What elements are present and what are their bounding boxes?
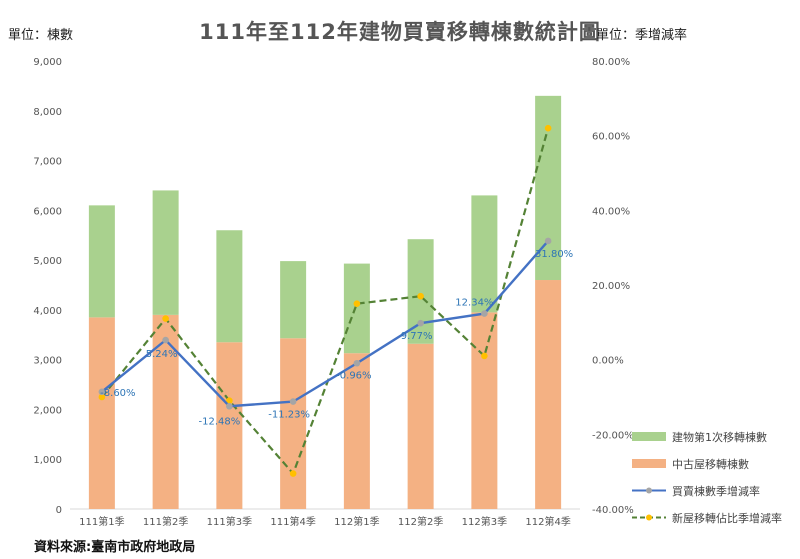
left-axis-tick-label: 9,000 [33, 57, 62, 68]
bar-used-houses [88, 317, 115, 509]
left-axis-tick-label: 7,000 [33, 157, 62, 168]
left-axis-tick-label: 0 [56, 505, 62, 516]
new-share-growth-point [226, 397, 233, 405]
bar-new-buildings [280, 261, 307, 339]
new-share-growth-line [101, 127, 550, 476]
x-axis-tick-label: 111第4季 [270, 515, 315, 528]
total-growth-data-label: 5.24% [146, 349, 178, 360]
bar-new-buildings [471, 195, 498, 313]
legend-swatch-new-share-growth [632, 514, 666, 521]
legend-item-total-growth: 買賣棟數季增減率 [632, 484, 800, 498]
bar-used-houses [216, 342, 243, 509]
total-growth-point [226, 402, 233, 410]
new-share-growth-point [98, 393, 106, 401]
total-growth-point [353, 359, 361, 367]
bar-used-houses [280, 338, 307, 509]
new-share-growth-point [353, 300, 361, 307]
legend-swatch-total-growth [632, 487, 666, 494]
right-axis-unit: 單位：季增減率 [596, 28, 688, 43]
new-share-growth-point [162, 315, 169, 322]
legend-label-total-growth: 買賣棟數季增減率 [672, 484, 760, 498]
total-growth-data-label: -12.48% [199, 416, 241, 427]
bar-new-buildings [216, 230, 243, 343]
total-growth-point [481, 310, 488, 317]
total-growth-data-label: -0.96% [336, 370, 371, 381]
total-growth-point [98, 388, 106, 396]
right-axis-tick-label: 0.00% [592, 356, 624, 367]
right-axis-tick-label: 20.00% [592, 281, 630, 292]
legend-label-new-share-growth: 新屋移轉佔比季增減率 [672, 511, 782, 525]
right-axis-tick-label: 40.00% [592, 206, 630, 217]
left-axis-tick-label: 8,000 [33, 107, 62, 118]
x-axis-tick-label: 112第4季 [525, 515, 570, 528]
new-share-growth-point [544, 124, 552, 132]
total-growth-data-label: -11.23% [268, 410, 310, 421]
new-share-growth-point [417, 292, 424, 300]
left-axis-tick-label: 1,000 [33, 455, 62, 466]
bar-used-houses [343, 353, 370, 509]
bar-used-houses [471, 312, 498, 509]
legend: 建物第1次移轉棟數 中古屋移轉棟數 買賣棟數季增減率 新屋移轉佔比季增減率 [632, 430, 800, 538]
left-axis-unit: 單位：棟數 [8, 28, 74, 43]
total-growth-point [544, 237, 552, 245]
right-axis-tick-label: -40.00% [592, 505, 634, 516]
legend-item-used-houses: 中古屋移轉棟數 [632, 457, 800, 471]
right-axis-tick-label: -20.00% [592, 430, 634, 441]
legend-item-new-share-growth: 新屋移轉佔比季增減率 [632, 511, 800, 525]
x-axis-tick-label: 112第3季 [462, 515, 507, 528]
x-axis-tick-label: 112第1季 [334, 515, 379, 528]
right-axis-tick-label: 60.00% [592, 132, 630, 143]
bar-new-buildings [152, 190, 179, 315]
total-growth-line [101, 240, 550, 408]
x-axis-tick-label: 111第2季 [143, 515, 188, 528]
left-axis-tick-label: 3,000 [33, 356, 62, 367]
new-share-growth-point [289, 470, 297, 477]
bar-used-houses [152, 314, 179, 509]
total-growth-data-label: 31.80% [535, 249, 573, 260]
bar-new-buildings [343, 263, 370, 354]
total-growth-point [417, 319, 424, 327]
legend-label-new-buildings: 建物第1次移轉棟數 [672, 430, 767, 444]
left-axis-tick-label: 4,000 [33, 306, 62, 317]
legend-label-used-houses: 中古屋移轉棟數 [672, 457, 749, 471]
total-growth-data-label: -8.60% [100, 388, 135, 399]
bar-used-houses [407, 343, 434, 509]
right-axis-tick-label: 80.00% [592, 57, 630, 68]
x-axis-tick-label: 112第2季 [398, 515, 443, 528]
x-axis-tick-label: 111第3季 [207, 515, 252, 528]
total-growth-data-label: 9.77% [401, 331, 433, 342]
new-share-growth-point [481, 352, 488, 360]
legend-item-new-buildings: 建物第1次移轉棟數 [632, 430, 800, 444]
x-axis-tick-label: 111第1季 [79, 515, 124, 528]
left-axis-tick-label: 6,000 [33, 206, 62, 217]
left-axis-tick-label: 5,000 [33, 256, 62, 267]
bar-used-houses [535, 280, 562, 509]
left-axis-tick-label: 2,000 [33, 405, 62, 416]
data-source-note: 資料來源:臺南市政府地政局 [34, 540, 196, 555]
bar-new-buildings [88, 205, 115, 318]
chart-title: 111年至112年建物買賣移轉棟數統計圖 [199, 20, 601, 44]
total-growth-point [162, 336, 169, 344]
legend-swatch-used-houses [632, 459, 666, 468]
total-growth-data-label: 12.34% [455, 298, 493, 309]
total-growth-point [289, 398, 297, 405]
legend-swatch-new-buildings [632, 432, 666, 441]
